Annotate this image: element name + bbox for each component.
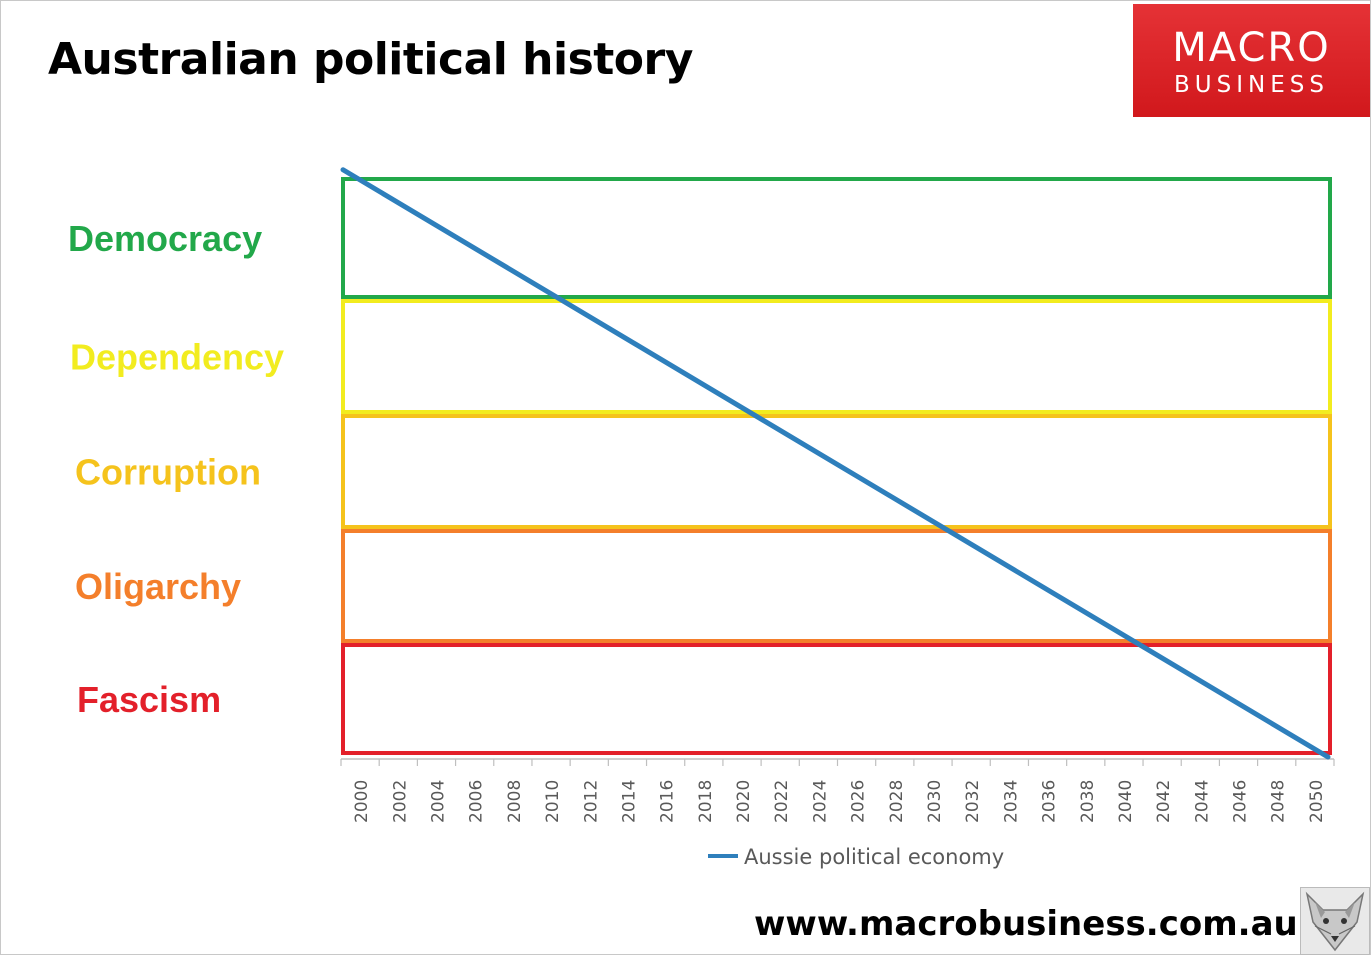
- x-tick-label: 2050: [1307, 780, 1327, 823]
- website-url: www.macrobusiness.com.au: [754, 904, 1298, 944]
- band-fascism: [341, 643, 1332, 755]
- x-tick-label: 2036: [1040, 780, 1060, 823]
- chart-title: Australian political history: [48, 34, 693, 85]
- band-label-oligarchy: Oligarchy: [75, 566, 241, 607]
- x-tick-label: 2040: [1116, 780, 1136, 823]
- band-label-dependency: Dependency: [70, 337, 284, 378]
- x-tick-label: 2032: [963, 780, 983, 823]
- x-tick-label: 2034: [1001, 780, 1021, 823]
- x-tick-label: 2028: [887, 780, 907, 823]
- x-axis: 2000 2002 2004 2006 2008 2010 2012 2014 2016 2018…: [340, 758, 1335, 823]
- x-tick-label: 2018: [696, 780, 716, 823]
- series-group: [340, 167, 1331, 760]
- x-tick-label: 2026: [849, 780, 869, 823]
- x-tick-label: 2004: [428, 780, 448, 823]
- legend-label: Aussie political economy: [744, 845, 1005, 869]
- x-tick-label: 2010: [543, 780, 563, 823]
- x-tick-label: 2006: [467, 780, 487, 823]
- x-tick-label: 2020: [734, 780, 754, 823]
- fox-emblem-icon: [1300, 887, 1370, 955]
- band-label-democracy: Democracy: [68, 218, 262, 259]
- x-tick-label: 2014: [619, 780, 639, 823]
- band-label-fascism: Fascism: [77, 679, 221, 720]
- x-tick-label: 2024: [810, 780, 830, 823]
- macrobusiness-logo: MACRO BUSINESS: [1133, 4, 1370, 117]
- x-tick-label: 2048: [1269, 780, 1289, 823]
- x-tick-label: 2030: [925, 780, 945, 823]
- x-tick-label: 2022: [772, 780, 792, 823]
- band-group: [341, 177, 1332, 755]
- logo-macro-text: MACRO: [1172, 25, 1331, 71]
- x-tick-label: 2044: [1192, 780, 1212, 823]
- x-tick-label: 2012: [581, 780, 601, 823]
- band-dependency: [341, 299, 1332, 414]
- series-line-0: [340, 167, 1331, 760]
- x-tick-label: 2038: [1078, 780, 1098, 823]
- legend: Aussie political economy: [708, 845, 1004, 869]
- x-tick-label: 2016: [658, 780, 678, 823]
- x-tick-label: 2046: [1231, 780, 1251, 823]
- band-label-corruption: Corruption: [75, 452, 261, 493]
- band-corruption: [341, 414, 1332, 529]
- band-oligarchy: [341, 529, 1332, 643]
- band-label-group: Democracy Dependency Corruption Oligarchy Fa…: [68, 218, 284, 720]
- x-tick-label: 2008: [505, 780, 525, 823]
- band-democracy: [341, 177, 1332, 299]
- legend-swatch: [708, 854, 738, 858]
- x-tick-label: 2042: [1154, 780, 1174, 823]
- x-tick-label: 2000: [352, 780, 372, 823]
- x-tick-label: 2002: [390, 780, 410, 823]
- logo-business-text: BUSINESS: [1174, 72, 1329, 98]
